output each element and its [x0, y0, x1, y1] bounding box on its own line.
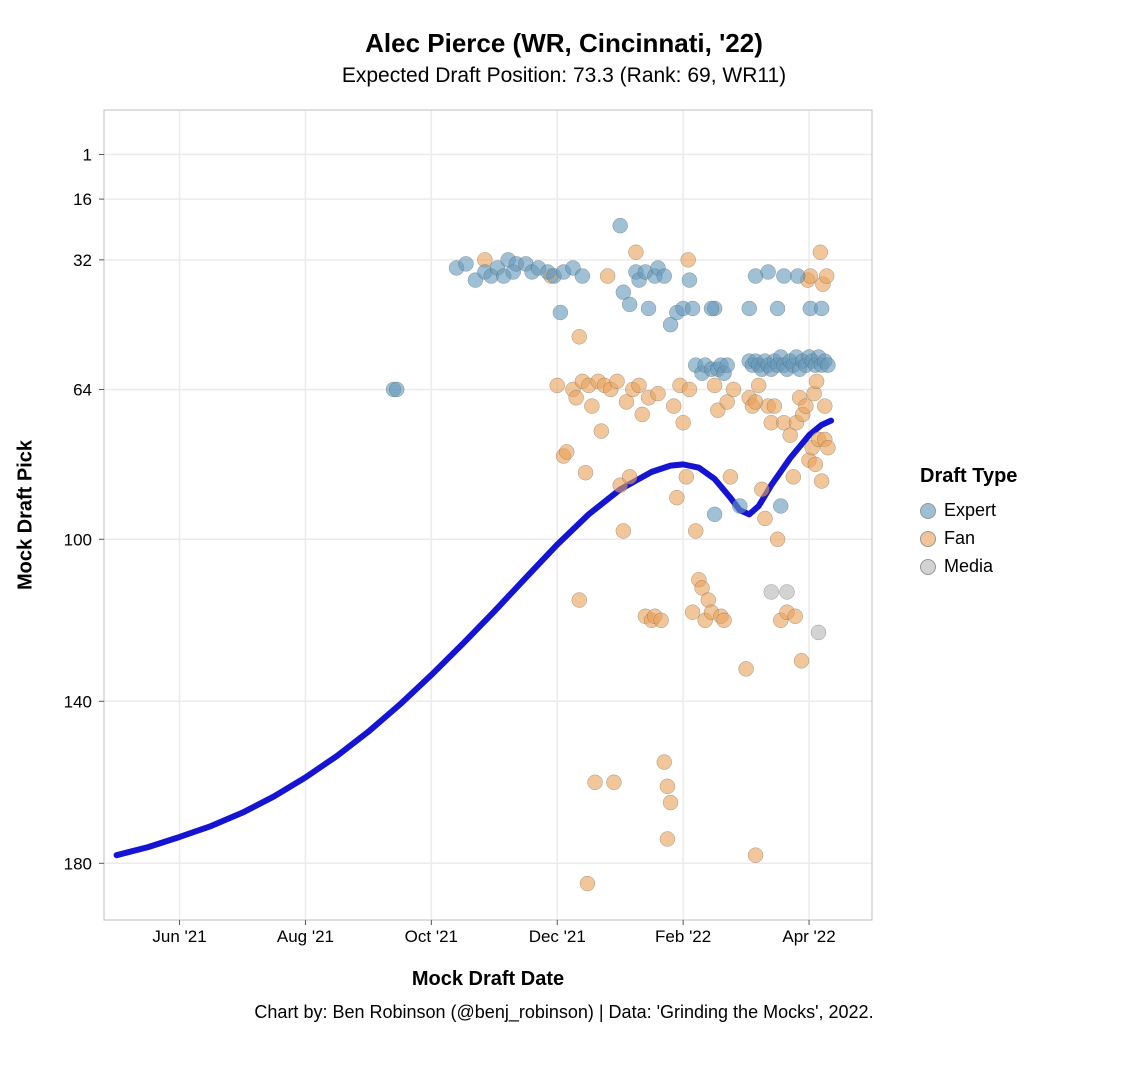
legend-item: Expert	[920, 500, 996, 521]
svg-text:Feb '22: Feb '22	[655, 927, 711, 946]
legend-title: Draft Type	[920, 465, 1017, 488]
legend-label: Fan	[944, 528, 975, 549]
legend-dot-icon	[920, 503, 936, 519]
legend-dot-icon	[920, 559, 936, 575]
x-axis-label: Mock Draft Date	[0, 968, 976, 991]
svg-text:Jun '21: Jun '21	[152, 927, 206, 946]
svg-text:Aug '21: Aug '21	[277, 927, 334, 946]
svg-text:Apr '22: Apr '22	[782, 927, 835, 946]
svg-text:1: 1	[83, 146, 92, 165]
legend-label: Expert	[944, 500, 996, 521]
svg-text:Dec '21: Dec '21	[529, 927, 586, 946]
chart-caption: Chart by: Ben Robinson (@benj_robinson) …	[0, 1002, 1128, 1023]
svg-text:32: 32	[73, 251, 92, 270]
svg-text:Oct '21: Oct '21	[405, 927, 458, 946]
svg-text:100: 100	[64, 530, 92, 549]
legend-item: Media	[920, 556, 993, 577]
svg-text:16: 16	[73, 190, 92, 209]
y-axis-label: Mock Draft Pick	[15, 440, 38, 590]
chart-container: Alec Pierce (WR, Cincinnati, '22) Expect…	[0, 0, 1128, 1070]
legend-label: Media	[944, 556, 993, 577]
legend-item: Fan	[920, 528, 975, 549]
svg-text:180: 180	[64, 854, 92, 873]
svg-text:140: 140	[64, 692, 92, 711]
legend-dot-icon	[920, 531, 936, 547]
svg-text:64: 64	[73, 380, 92, 399]
